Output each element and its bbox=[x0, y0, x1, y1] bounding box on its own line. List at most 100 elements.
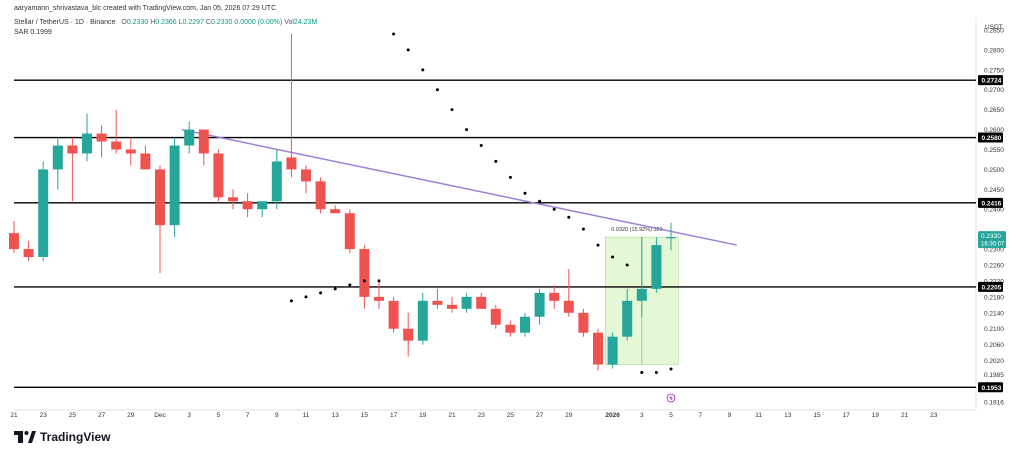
level-tag-0: 0.2724 bbox=[978, 75, 1003, 86]
level-tag-2: 0.2416 bbox=[978, 197, 1003, 208]
candle-body bbox=[403, 328, 414, 341]
price-unit: USDT bbox=[985, 24, 1003, 31]
candle-body bbox=[96, 133, 107, 142]
time-tick-1: 23 bbox=[40, 412, 48, 419]
level-tag-bg bbox=[978, 382, 1003, 393]
sar-dot-7 bbox=[392, 32, 396, 36]
candle-body bbox=[301, 169, 311, 182]
price-tick-6: 0.2550 bbox=[984, 147, 1004, 154]
price-tick-9: 0.2400 bbox=[984, 207, 1004, 214]
last-price-bg bbox=[978, 231, 1006, 249]
time-tick-4: 29 bbox=[127, 412, 135, 419]
time-tick-18: 27 bbox=[536, 412, 544, 419]
ohlc-close: 0.2330 bbox=[210, 19, 233, 26]
ohlc-high: 0.2366 bbox=[155, 19, 177, 26]
sar-dot-12 bbox=[465, 128, 469, 132]
sar-dot-17 bbox=[538, 199, 542, 203]
time-tick-24: 9 bbox=[728, 412, 732, 419]
time-tick-0: 21 bbox=[10, 412, 18, 419]
sar-dot-19 bbox=[567, 215, 571, 219]
ohlc-open-label: O bbox=[121, 19, 127, 26]
candle-38 bbox=[563, 268, 574, 317]
price-tick-18: 0.1985 bbox=[984, 372, 1004, 379]
candle-body bbox=[315, 181, 326, 210]
time-axis[interactable]: 21 23 25 27 29 Dec 3 5 7 9 11 13 15 17 19 21 23 25 27 29 202… bbox=[10, 393, 938, 419]
candle-body bbox=[490, 308, 501, 325]
sar-dot-13 bbox=[479, 144, 483, 148]
ohlc-low: 0.2297 bbox=[182, 19, 204, 26]
sar-value: 0.1999 bbox=[30, 29, 52, 36]
candle-body bbox=[461, 296, 472, 309]
candle-body bbox=[242, 201, 253, 210]
candle-body bbox=[520, 316, 530, 333]
candle-body bbox=[67, 145, 78, 154]
level-tag-bg bbox=[978, 197, 1003, 208]
candle-31 bbox=[461, 292, 472, 313]
candle-16 bbox=[242, 193, 253, 218]
level-tag-bg bbox=[978, 281, 1003, 292]
candle-body bbox=[286, 157, 297, 170]
symbol-name[interactable]: Stellar / TetherUS · 1D · Binance bbox=[14, 19, 116, 26]
candle-body bbox=[388, 300, 399, 329]
sar-dots-group bbox=[289, 32, 673, 375]
candle-body bbox=[593, 332, 603, 365]
tradingview-logo[interactable]: TradingView bbox=[14, 430, 110, 444]
last-price-tag: 0.2330 16:30:07 bbox=[978, 231, 1006, 249]
candle-43 bbox=[636, 237, 647, 317]
candle-7 bbox=[111, 109, 122, 154]
level-tag-label: 0.1953 bbox=[982, 385, 1002, 392]
candle-5 bbox=[82, 113, 92, 162]
candle-body bbox=[549, 292, 560, 301]
candle-body bbox=[257, 201, 268, 210]
candle-25 bbox=[374, 280, 384, 309]
ohlc-open: 0.2330 bbox=[126, 19, 149, 26]
candle-12 bbox=[184, 121, 195, 154]
sar-dot-24 bbox=[640, 371, 644, 375]
candle-body bbox=[111, 141, 122, 150]
price-tick-5: 0.2600 bbox=[984, 127, 1004, 134]
sar-dot-18 bbox=[552, 207, 556, 211]
sar-legend[interactable]: SAR 0.1999 bbox=[14, 29, 52, 36]
symbol-legend[interactable]: Stellar / TetherUS · 1D · Binance O0.233… bbox=[14, 19, 317, 26]
candle-body bbox=[374, 296, 384, 301]
sar-dot-3 bbox=[333, 287, 337, 291]
sar-dot-9 bbox=[421, 68, 425, 72]
sar-dot-2 bbox=[319, 291, 323, 295]
attribution-text: aaryamann_shrivastava_blc created with T… bbox=[14, 5, 277, 12]
sar-dot-15 bbox=[508, 175, 512, 179]
time-tick-27: 15 bbox=[813, 412, 821, 419]
time-tick-7: 5 bbox=[217, 412, 221, 419]
candle-36 bbox=[534, 288, 545, 325]
level-tag-label: 0.2416 bbox=[982, 200, 1002, 207]
candle-18 bbox=[271, 149, 282, 210]
candles-group bbox=[9, 33, 676, 371]
sar-dot-26 bbox=[669, 367, 673, 371]
time-tick-20: 2026 bbox=[605, 412, 620, 419]
candle-body bbox=[666, 237, 676, 239]
candle-1 bbox=[23, 241, 34, 262]
price-tick-2: 0.2750 bbox=[984, 67, 1004, 74]
candle-body bbox=[505, 324, 516, 333]
level-tag-label: 0.2724 bbox=[982, 78, 1002, 85]
price-tick-10: 0.2300 bbox=[984, 247, 1004, 254]
candle-body bbox=[38, 169, 49, 258]
price-tick-7: 0.2500 bbox=[984, 167, 1004, 174]
candle-20 bbox=[301, 165, 311, 194]
candle-body bbox=[184, 129, 195, 146]
level-tag-bg bbox=[978, 75, 1003, 86]
candle-19 bbox=[286, 33, 297, 178]
time-tick-11: 13 bbox=[332, 412, 340, 419]
measure-label: 0.0320 (15.92%) 320 bbox=[611, 227, 662, 233]
candle-body bbox=[636, 288, 647, 301]
candle-24 bbox=[359, 245, 370, 309]
sar-dot-0 bbox=[289, 299, 293, 303]
time-tick-22: 5 bbox=[669, 412, 673, 419]
candle-body bbox=[125, 149, 136, 154]
level-tag-bg bbox=[978, 132, 1003, 143]
candle-4 bbox=[67, 137, 78, 202]
candle-body bbox=[447, 304, 457, 309]
time-tick-9: 9 bbox=[275, 412, 279, 419]
candle-11 bbox=[169, 137, 180, 238]
ohlc-low-label: L bbox=[178, 19, 183, 26]
